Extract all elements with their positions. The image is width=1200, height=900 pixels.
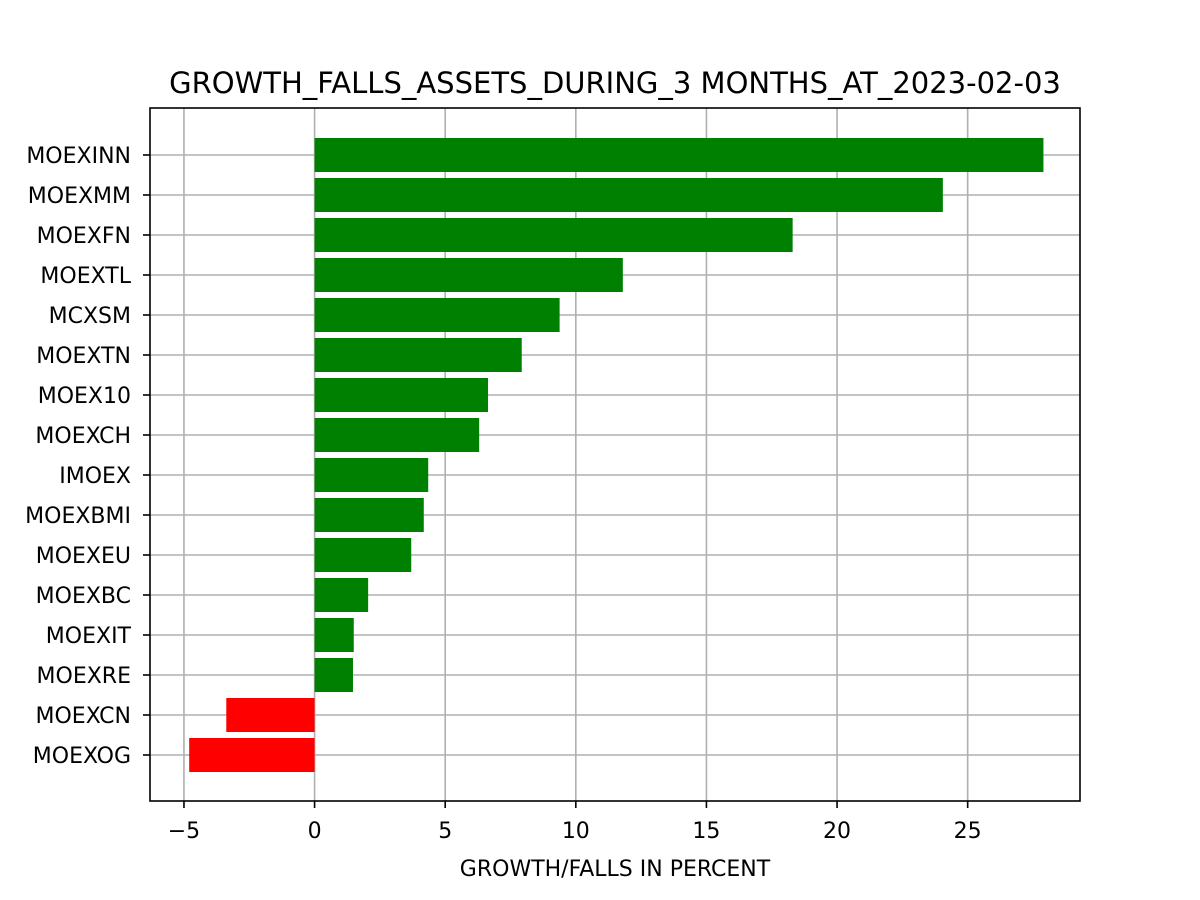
y-tick-label: MOEXINN xyxy=(26,144,131,169)
x-tick-label: 15 xyxy=(692,819,720,844)
x-tick-label: 20 xyxy=(823,819,851,844)
x-tick-label: 10 xyxy=(562,819,590,844)
chart-title: GROWTH_FALLS_ASSETS_DURING_3 MONTHS_AT_2… xyxy=(169,66,1061,100)
bar-moexeu xyxy=(314,538,412,572)
bar-moexch xyxy=(314,418,480,452)
bar-moextn xyxy=(314,338,522,372)
y-tick-label: MOEXCN xyxy=(36,704,132,729)
y-axis-ticks: MOEXINN MOEXMM MOEXFN MOEXTL MCXSM MOEXTN MOEX… xyxy=(25,144,150,769)
bar-moexre xyxy=(314,658,353,692)
y-tick-label: MOEXMM xyxy=(28,184,131,209)
y-tick-label: MCXSM xyxy=(49,304,131,329)
bar-moexfn xyxy=(314,218,793,252)
x-axis-label: GROWTH/FALLS IN PERCENT xyxy=(460,857,771,882)
bars xyxy=(189,138,1044,772)
y-tick-label: MOEXOG xyxy=(33,744,131,769)
y-tick-label: MOEXFN xyxy=(37,224,131,249)
y-tick-label: MOEXRE xyxy=(37,664,131,689)
x-tick-label: 0 xyxy=(308,819,322,844)
x-tick-label: 25 xyxy=(954,819,982,844)
bar-moexcn xyxy=(226,698,315,732)
bar-moextl xyxy=(314,258,623,292)
bar-moexit xyxy=(314,618,354,652)
bar-moexmm xyxy=(314,178,943,212)
bar-imoex xyxy=(314,458,429,492)
y-tick-label: MOEXIT xyxy=(46,624,132,649)
bar-moexbmi xyxy=(314,498,424,532)
plot-frame xyxy=(149,107,1081,802)
bar-moexog xyxy=(189,738,315,772)
y-tick-label: IMOEX xyxy=(59,464,131,489)
y-tick-label: MOEXCH xyxy=(35,424,131,449)
bar-mcxsm xyxy=(314,298,560,332)
y-tick-label: MOEX10 xyxy=(38,384,131,409)
bar-moexbc xyxy=(314,578,369,612)
y-tick-label: MOEXBMI xyxy=(25,504,131,529)
y-tick-label: MOEXEU xyxy=(36,544,131,569)
y-tick-label: MOEXBC xyxy=(36,584,131,609)
x-tick-label: −5 xyxy=(168,819,200,844)
bar-moexinn xyxy=(314,138,1044,172)
x-tick-label: 5 xyxy=(438,819,452,844)
bar-moex10 xyxy=(314,378,489,412)
y-tick-label: MOEXTN xyxy=(36,344,131,369)
grid-lines xyxy=(150,108,1080,801)
y-tick-label: MOEXTL xyxy=(40,264,131,289)
x-axis-ticks: −5 0 5 10 15 20 25 xyxy=(168,801,982,844)
